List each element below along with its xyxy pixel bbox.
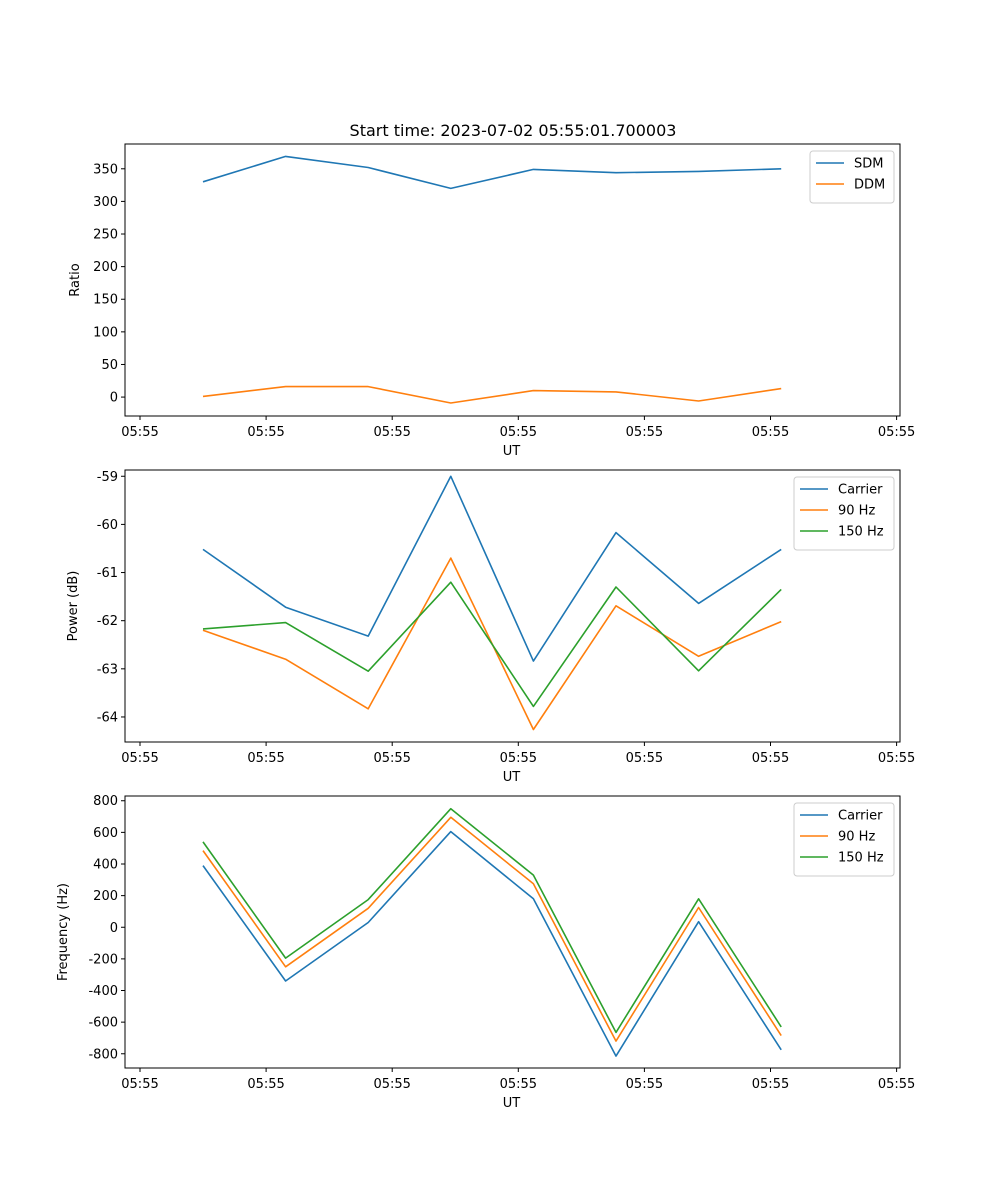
legend-label: Carrier	[838, 809, 883, 824]
y-tick-label: 400	[93, 858, 118, 873]
x-tick-label: 05:55	[500, 1077, 537, 1092]
series-line-150-hz	[202, 581, 782, 708]
x-tick-label: 05:55	[373, 751, 410, 766]
legend: Carrier 90 Hz 150 Hz	[793, 802, 895, 877]
legend-label: 150 Hz	[838, 851, 884, 866]
series-line-carrier	[202, 830, 782, 1057]
series-line-carrier	[202, 475, 782, 662]
x-tick-label: 05:55	[626, 425, 663, 440]
y-tick-label: 50	[101, 358, 118, 373]
x-tick-label: 05:55	[752, 751, 789, 766]
y-tick-label: 200	[93, 260, 118, 275]
series-line-90-hz	[202, 816, 782, 1042]
y-tick-label: -800	[88, 1047, 118, 1062]
legend: Carrier 90 Hz 150 Hz	[793, 476, 895, 551]
y-tick-label: -59	[97, 470, 118, 485]
x-tick-label: 05:55	[500, 425, 537, 440]
x-axis-label: UT	[503, 1096, 521, 1111]
y-tick-label: -200	[88, 952, 118, 967]
x-tick-label: 05:55	[247, 425, 284, 440]
legend-label: 90 Hz	[838, 504, 875, 519]
legend: SDM DDM	[809, 150, 895, 204]
legend-label: DDM	[854, 178, 885, 193]
subplot-3: -800 -600 -400 -200 0 200 400 600 800 05:55 05:55 0…	[56, 794, 915, 1111]
legend-box	[809, 150, 895, 204]
y-tick-label: 100	[93, 325, 118, 340]
y-tick-label: 0	[110, 921, 118, 936]
x-tick-label: 05:55	[121, 1077, 158, 1092]
series-line-ddm	[202, 385, 782, 404]
y-tick-label: 800	[93, 794, 118, 809]
x-tick-label: 05:55	[247, 1077, 284, 1092]
series-line-150-hz	[202, 807, 782, 1034]
legend-label: 150 Hz	[838, 525, 884, 540]
y-axis-label: Power (dB)	[66, 571, 81, 642]
x-tick-label: 05:55	[626, 751, 663, 766]
plot-frame	[124, 795, 901, 1069]
legend-label: Carrier	[838, 483, 883, 498]
plot-frame	[124, 143, 901, 417]
y-axis-label: Ratio	[68, 263, 83, 296]
legend-label: 90 Hz	[838, 830, 875, 845]
x-tick-label: 05:55	[878, 425, 915, 440]
x-tick-label: 05:55	[121, 425, 158, 440]
y-tick-label: 350	[93, 162, 118, 177]
x-tick-label: 05:55	[752, 1077, 789, 1092]
subplot-panels: 0 50 100 150 200 250 300 350 05:55 05:55 05:55 05:5…	[56, 143, 915, 1111]
x-axis-label: UT	[503, 444, 521, 459]
y-tick-label: 0	[110, 391, 118, 406]
y-tick-label: -63	[97, 662, 118, 677]
x-tick-label: 05:55	[878, 751, 915, 766]
y-axis-label: Frequency (Hz)	[56, 883, 71, 981]
x-tick-label: 05:55	[121, 751, 158, 766]
y-tick-label: -64	[97, 710, 118, 725]
y-tick-label: 600	[93, 826, 118, 841]
x-tick-label: 05:55	[878, 1077, 915, 1092]
x-tick-label: 05:55	[373, 1077, 410, 1092]
y-tick-label: -61	[97, 566, 118, 581]
y-tick-label: -400	[88, 984, 118, 999]
x-tick-label: 05:55	[500, 751, 537, 766]
y-tick-label: 200	[93, 889, 118, 904]
y-tick-label: 150	[93, 293, 118, 308]
y-tick-label: 250	[93, 228, 118, 243]
subplot-1: 0 50 100 150 200 250 300 350 05:55 05:55 05:55 05:5…	[68, 143, 915, 459]
legend-label: SDM	[854, 157, 883, 172]
x-tick-label: 05:55	[752, 425, 789, 440]
y-tick-label: -600	[88, 1016, 118, 1031]
y-tick-label: -62	[97, 614, 118, 629]
y-tick-label: 300	[93, 195, 118, 210]
x-tick-label: 05:55	[247, 751, 284, 766]
chart-title: Start time: 2023-07-02 05:55:01.700003	[350, 121, 677, 140]
subplot-2: -64 -63 -62 -61 -60 -59 05:55 05:55 05:55 05:55 05…	[66, 469, 915, 785]
x-tick-label: 05:55	[626, 1077, 663, 1092]
plot-frame	[124, 469, 901, 743]
x-axis-label: UT	[503, 770, 521, 785]
series-line-sdm	[202, 155, 782, 190]
y-tick-label: -60	[97, 518, 118, 533]
x-tick-label: 05:55	[373, 425, 410, 440]
